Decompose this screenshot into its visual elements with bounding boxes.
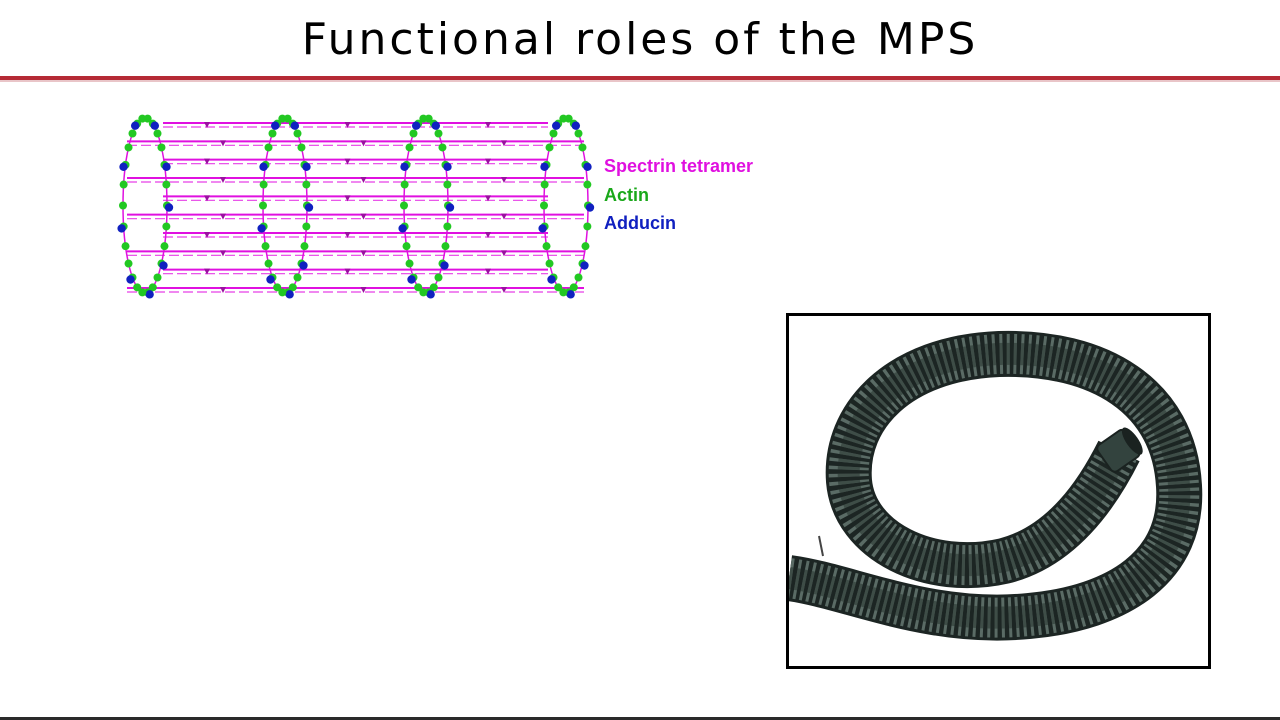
legend: Spectrin tetramer Actin Adducin <box>604 152 753 238</box>
title-divider-shadow <box>0 80 1280 82</box>
spectrin-network <box>127 122 584 293</box>
hose-photo <box>789 330 1203 641</box>
actin-rings <box>117 114 595 299</box>
hose-photo-frame <box>786 313 1211 669</box>
legend-actin: Actin <box>604 184 649 205</box>
slide-title: Functional roles of the MPS <box>301 14 979 65</box>
title-divider <box>0 76 1280 80</box>
bottom-border <box>0 717 1280 720</box>
legend-adducin: Adducin <box>604 213 676 233</box>
mps-diagram <box>117 114 595 299</box>
legend-spectrin: Spectrin tetramer <box>604 156 754 176</box>
